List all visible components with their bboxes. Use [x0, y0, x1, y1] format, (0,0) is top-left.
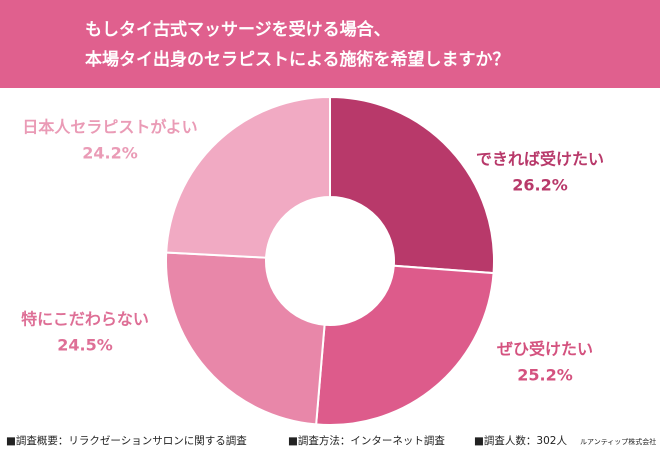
donut-slice [165, 95, 331, 259]
legend-label: できれば受けたい [476, 150, 604, 169]
legend-label: 日本人セラピストがよい [22, 118, 197, 137]
legend-label: ぜひ受けたい [497, 340, 593, 359]
footer-note: ■調査方法：インターネット調査 [288, 434, 445, 447]
data-label: 26.2% [512, 176, 568, 195]
footer-note: ■調査概要：リラクゼーションサロンに関する調査 [6, 434, 247, 447]
chart-title: もしタイ古式マッサージを受ける場合、 [85, 19, 391, 40]
legend-label: 特にこだわらない [21, 310, 149, 329]
footer-note: ■調査人数：302人 [474, 434, 567, 447]
data-label: 25.2% [517, 366, 573, 385]
donut-slice [329, 95, 495, 275]
data-label: 24.2% [82, 144, 138, 163]
chart-title: 本場タイ出身のセラピストによる施術を希望しますか？ [85, 49, 510, 70]
footer-note: ルアンティップ株式会社 [580, 437, 656, 446]
donut-slice [165, 251, 326, 426]
header-band [0, 0, 660, 88]
data-label: 24.5% [57, 336, 113, 355]
donut-slice [315, 264, 495, 426]
